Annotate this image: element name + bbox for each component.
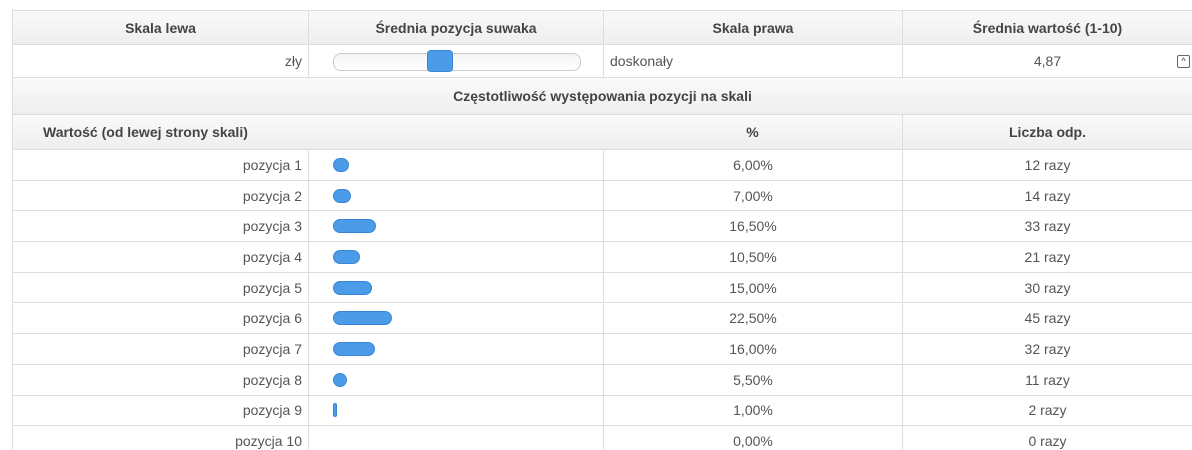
data-row: pozycja 7 16,00% 32 razy bbox=[12, 334, 1192, 365]
position-label: pozycja 10 bbox=[12, 426, 308, 450]
percent: 7,00% bbox=[603, 180, 902, 211]
percent: 22,50% bbox=[603, 303, 902, 334]
count: 2 razy bbox=[902, 395, 1192, 426]
percent: 5,50% bbox=[603, 364, 902, 395]
count: 45 razy bbox=[902, 303, 1192, 334]
count: 14 razy bbox=[902, 180, 1192, 211]
position-label: pozycja 9 bbox=[12, 395, 308, 426]
data-row: pozycja 5 15,00% 30 razy bbox=[12, 272, 1192, 304]
position-label: pozycja 8 bbox=[12, 364, 308, 395]
percent: 15,00% bbox=[603, 272, 902, 303]
data-row: pozycja 3 16,50% 33 razy bbox=[12, 211, 1192, 243]
slider-track bbox=[333, 53, 581, 71]
column-header: % bbox=[746, 124, 759, 140]
header-cell: Skala prawa bbox=[603, 11, 902, 44]
position-label: pozycja 3 bbox=[12, 211, 308, 242]
frequency-title: Częstotliwość występowania pozycji na sk… bbox=[12, 78, 1192, 114]
bar bbox=[333, 188, 352, 203]
bar-cell bbox=[308, 334, 603, 364]
bar bbox=[333, 372, 348, 387]
bar bbox=[333, 403, 337, 418]
count: 33 razy bbox=[902, 211, 1192, 242]
data-row: pozycja 2 7,00% 14 razy bbox=[12, 180, 1192, 212]
position-label: pozycja 5 bbox=[12, 272, 308, 303]
bar-cell bbox=[308, 272, 603, 303]
data-row: pozycja 10 0,00% 0 razy bbox=[12, 426, 1192, 450]
bar-cell bbox=[308, 395, 603, 426]
position-label: pozycja 1 bbox=[12, 150, 308, 180]
percent: 6,00% bbox=[603, 150, 902, 180]
bar-cell bbox=[308, 426, 603, 450]
right-label: doskonały bbox=[603, 45, 902, 77]
data-row: pozycja 6 22,50% 45 razy bbox=[12, 303, 1192, 335]
slider-row: zły doskonały 4,87 ^ bbox=[12, 45, 1192, 78]
percent: 16,50% bbox=[603, 211, 902, 242]
count: 30 razy bbox=[902, 272, 1192, 303]
bar-cell bbox=[308, 180, 603, 211]
bar bbox=[333, 157, 349, 172]
left-label: zły bbox=[12, 45, 308, 77]
slider-handle bbox=[427, 50, 453, 72]
bar bbox=[333, 249, 361, 264]
slider-cell bbox=[308, 45, 603, 77]
count: 0 razy bbox=[902, 426, 1192, 450]
position-label: pozycja 7 bbox=[12, 334, 308, 364]
count: 32 razy bbox=[902, 334, 1192, 364]
column-header-row: Wartość (od lewej strony skali) % Liczba… bbox=[12, 115, 1192, 150]
data-row: pozycja 8 5,50% 11 razy bbox=[12, 364, 1192, 396]
data-row: pozycja 1 6,00% 12 razy bbox=[12, 150, 1192, 181]
count: 21 razy bbox=[902, 242, 1192, 272]
percent: 10,50% bbox=[603, 242, 902, 272]
bar bbox=[333, 311, 392, 326]
bar bbox=[333, 280, 372, 295]
bar-cell bbox=[308, 242, 603, 272]
frequency-title-row: Częstotliwość występowania pozycji na sk… bbox=[12, 78, 1192, 115]
count: 11 razy bbox=[902, 364, 1192, 395]
position-label: pozycja 2 bbox=[12, 180, 308, 211]
header-cell: Średnia pozycja suwaka bbox=[308, 11, 603, 44]
column-header: Wartość (od lewej strony skali) bbox=[12, 115, 603, 149]
bar-cell bbox=[308, 364, 603, 395]
bar-cell bbox=[308, 150, 603, 180]
bar-cell bbox=[308, 303, 603, 334]
header-cell: Skala lewa bbox=[12, 11, 308, 44]
data-row: pozycja 4 10,50% 21 razy bbox=[12, 242, 1192, 273]
percent: 1,00% bbox=[603, 395, 902, 426]
position-label: pozycja 6 bbox=[12, 303, 308, 334]
position-label: pozycja 4 bbox=[12, 242, 308, 272]
column-header: Liczba odp. bbox=[902, 115, 1192, 149]
average-value: 4,87 bbox=[902, 45, 1192, 77]
header-row: Skala lewa Średnia pozycja suwaka Skala … bbox=[12, 10, 1192, 45]
percent: 0,00% bbox=[603, 426, 902, 450]
results-table: Skala lewa Średnia pozycja suwaka Skala … bbox=[12, 10, 1192, 450]
data-row: pozycja 9 1,00% 2 razy bbox=[12, 395, 1192, 427]
collapse-icon[interactable]: ^ bbox=[1177, 55, 1190, 68]
bar-cell bbox=[308, 211, 603, 242]
bar bbox=[333, 342, 375, 357]
bar bbox=[333, 219, 376, 234]
percent: 16,00% bbox=[603, 334, 902, 364]
header-cell: Średnia wartość (1-10) bbox=[902, 11, 1192, 44]
count: 12 razy bbox=[902, 150, 1192, 180]
